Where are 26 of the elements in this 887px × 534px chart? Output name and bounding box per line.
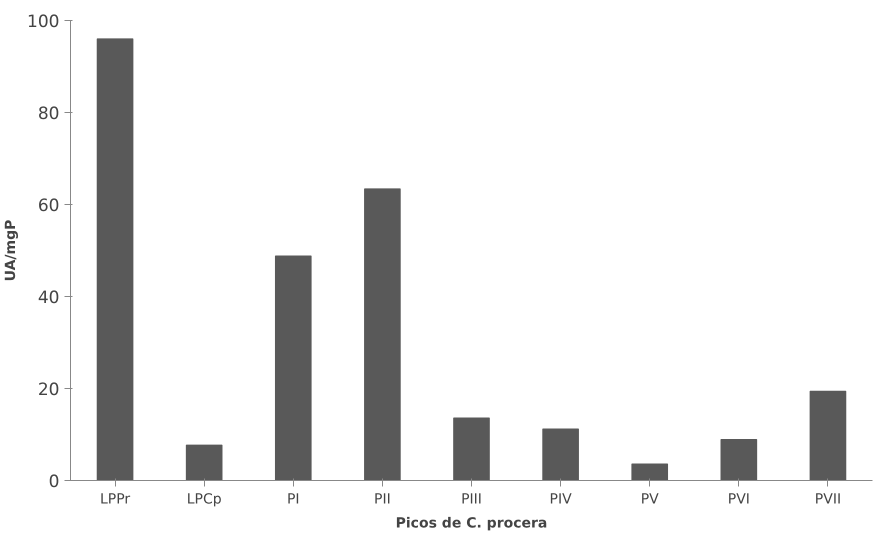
bar bbox=[364, 188, 401, 480]
x-tick-label: PI bbox=[286, 492, 300, 508]
x-tick-label: PIII bbox=[461, 492, 482, 508]
y-tick-label: 60 bbox=[38, 196, 60, 216]
bar bbox=[453, 417, 490, 480]
y-tick-label: 20 bbox=[38, 380, 60, 400]
bar bbox=[186, 444, 222, 480]
bar bbox=[631, 463, 668, 480]
x-tick-label: PV bbox=[640, 492, 660, 508]
x-tick-label: PII bbox=[374, 492, 391, 508]
bar bbox=[96, 38, 134, 480]
bar bbox=[810, 390, 846, 480]
x-tick-label: LPCp bbox=[186, 492, 222, 508]
y-tick-label: 80 bbox=[38, 104, 60, 124]
x-axis-title: Picos de C. procera bbox=[396, 516, 548, 532]
bar bbox=[542, 428, 579, 480]
bar bbox=[274, 256, 312, 480]
x-tick-label: LPPr bbox=[100, 492, 130, 508]
x-tick-label: PVI bbox=[728, 492, 750, 508]
y-axis-title: UA/mgP bbox=[3, 220, 20, 282]
x-tick-label: PIV bbox=[550, 492, 572, 508]
y-tick-label: 100 bbox=[27, 12, 60, 32]
bar bbox=[720, 439, 758, 480]
y-tick-label: 0 bbox=[48, 472, 60, 492]
x-tick-label: PVII bbox=[814, 492, 842, 508]
y-tick-label: 40 bbox=[38, 288, 60, 308]
